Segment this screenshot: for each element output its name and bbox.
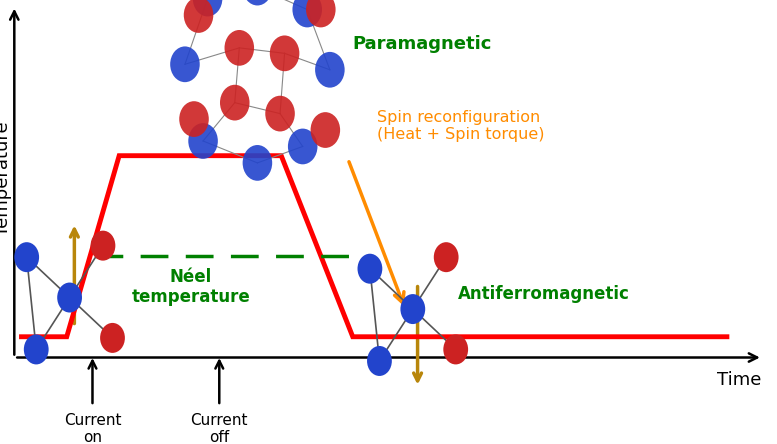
Text: Néel
temperature: Néel temperature xyxy=(131,268,250,306)
Text: Spin reconfiguration
(Heat + Spin torque): Spin reconfiguration (Heat + Spin torque… xyxy=(377,110,544,142)
Circle shape xyxy=(315,52,345,87)
Circle shape xyxy=(288,129,318,164)
Circle shape xyxy=(265,96,294,131)
Circle shape xyxy=(400,294,425,324)
Circle shape xyxy=(444,334,468,365)
Circle shape xyxy=(311,112,340,148)
Circle shape xyxy=(91,230,115,261)
Text: Temperature: Temperature xyxy=(0,122,12,236)
Circle shape xyxy=(242,0,272,5)
Text: Current
on: Current on xyxy=(64,413,121,444)
Circle shape xyxy=(184,0,214,33)
Circle shape xyxy=(306,0,336,28)
Circle shape xyxy=(24,334,49,365)
Circle shape xyxy=(170,47,200,82)
Circle shape xyxy=(100,323,125,353)
Circle shape xyxy=(179,101,209,137)
Text: Time: Time xyxy=(716,371,761,389)
Circle shape xyxy=(357,254,382,284)
Circle shape xyxy=(270,36,299,71)
Text: Paramagnetic: Paramagnetic xyxy=(353,35,492,53)
Circle shape xyxy=(57,282,82,313)
Text: Antiferromagnetic: Antiferromagnetic xyxy=(458,285,629,303)
Circle shape xyxy=(220,85,249,120)
Circle shape xyxy=(14,242,39,272)
Circle shape xyxy=(367,346,392,376)
Circle shape xyxy=(434,242,458,272)
Circle shape xyxy=(193,0,222,16)
Circle shape xyxy=(242,145,272,181)
Circle shape xyxy=(188,123,218,159)
Circle shape xyxy=(225,30,254,66)
Circle shape xyxy=(292,0,322,28)
Text: Current
off: Current off xyxy=(190,413,248,444)
